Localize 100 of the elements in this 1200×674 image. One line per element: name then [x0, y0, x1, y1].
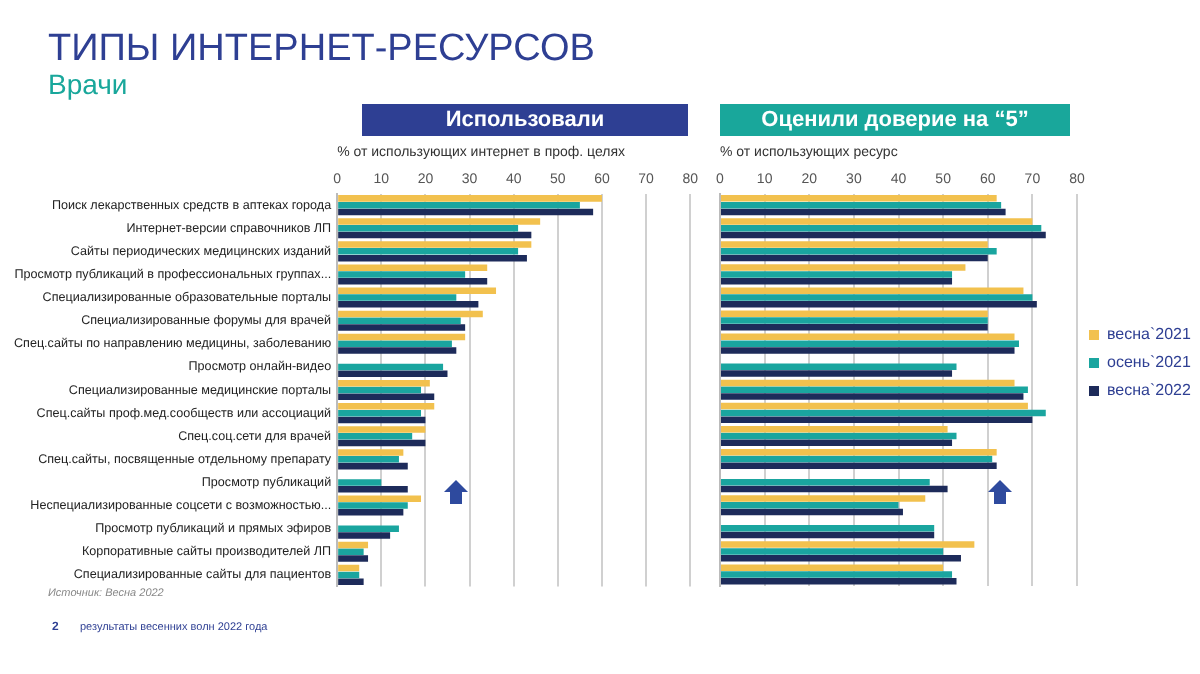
bar: [338, 462, 408, 470]
bar: [721, 439, 953, 446]
bar: [338, 532, 391, 539]
bar: [338, 386, 422, 394]
bar: [721, 264, 966, 271]
bar: [721, 208, 1006, 216]
bar: [338, 208, 594, 216]
bar: [721, 201, 1002, 209]
bar: [721, 416, 1033, 423]
bar: [721, 363, 957, 370]
bar: [721, 495, 926, 502]
bar: [338, 426, 426, 433]
bar: [338, 403, 435, 410]
bar: [338, 370, 448, 377]
bar: [721, 241, 988, 248]
bar: [721, 324, 988, 331]
bar: [721, 248, 997, 255]
bar: [338, 456, 399, 463]
bar: [721, 501, 899, 509]
bar: [338, 231, 532, 239]
bar: [338, 317, 461, 324]
bar: [721, 485, 948, 493]
bar: [338, 271, 466, 278]
bar: [721, 564, 944, 571]
bar: [338, 248, 519, 255]
bar: [721, 571, 953, 578]
bar: [721, 541, 975, 548]
bar: [721, 425, 948, 433]
bar: [338, 571, 360, 579]
bar: [338, 555, 369, 562]
bar: [338, 409, 422, 417]
bar: [338, 548, 364, 556]
bar: [338, 479, 382, 486]
bar: [338, 218, 541, 225]
bar: [338, 509, 404, 516]
bar: [721, 195, 997, 202]
bar: [721, 455, 993, 463]
bar: [721, 317, 988, 324]
bar: [338, 393, 435, 401]
bar: [338, 379, 430, 387]
bar: [338, 347, 457, 354]
bar: [721, 294, 1033, 301]
bar: [721, 300, 1037, 308]
bar: [721, 287, 1024, 294]
bar: [721, 310, 988, 318]
bar: [721, 531, 935, 539]
bar: [338, 195, 602, 202]
bar: [338, 495, 422, 503]
bar: [721, 379, 1015, 387]
bar: [721, 525, 935, 532]
bar: [721, 402, 1028, 410]
bar: [721, 370, 953, 377]
bar: [338, 264, 488, 271]
bar: [338, 254, 527, 262]
bar: [338, 363, 444, 371]
bar: [338, 201, 580, 209]
bar: [338, 225, 519, 232]
bar: [338, 333, 466, 341]
text: ТИПЫ ИНТЕРНЕТ-РЕСУРСОВ: [48, 28, 595, 72]
bar: [338, 416, 426, 424]
chart-title: Оценили доверие на “5”: [720, 104, 1070, 136]
bar: [721, 554, 961, 562]
bar: [721, 224, 1042, 232]
bar: [721, 548, 944, 555]
bar: [721, 449, 997, 456]
bar: [338, 287, 497, 295]
bar: [721, 277, 953, 285]
bar: [338, 449, 404, 456]
bar: [338, 294, 457, 301]
bar: [338, 525, 399, 532]
bar: [338, 340, 452, 348]
bar: [338, 502, 408, 509]
bar: [721, 432, 957, 440]
bar: [338, 324, 466, 331]
bar: [721, 386, 1028, 394]
legend-label: осень`2021: [1107, 353, 1192, 372]
bar: [721, 577, 957, 585]
bar: [338, 310, 483, 318]
bar: [721, 254, 988, 262]
chart-title: Использовали: [362, 104, 688, 136]
bar: [721, 340, 1019, 347]
bar: [338, 541, 369, 549]
bar: [338, 432, 413, 440]
bar: [721, 271, 953, 278]
bar: [721, 347, 1015, 354]
bar: [721, 333, 1015, 341]
bar: [338, 278, 488, 285]
bar: [721, 409, 1046, 417]
bar: [721, 218, 1033, 225]
bar: [721, 231, 1046, 239]
text: Врачи: [48, 68, 128, 100]
bar: [338, 301, 479, 308]
bar: [721, 462, 997, 470]
bar: [721, 478, 930, 486]
bar: [721, 508, 903, 516]
bar: [338, 439, 426, 447]
bar: [338, 578, 364, 585]
legend-label: весна`2021: [1107, 325, 1192, 344]
bar: [338, 241, 532, 248]
bar: [338, 564, 360, 572]
